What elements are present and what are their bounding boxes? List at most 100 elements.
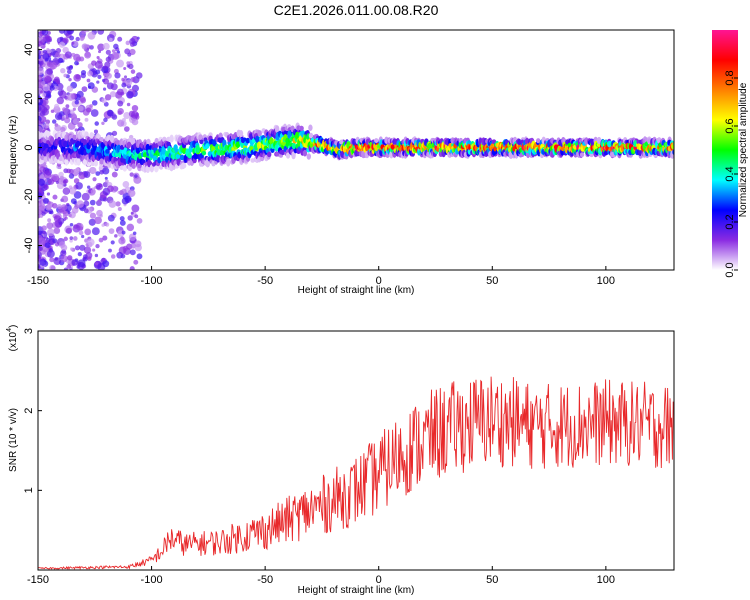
spectrogram-ridge-point [267,151,272,158]
spectrogram-ridge-point [444,139,450,146]
spectrogram-noise-point [41,211,46,216]
spectrogram-ridge-point [235,141,241,148]
spectrogram-ridge-point [115,140,121,146]
spectrogram-noise-point [131,204,140,213]
spectrogram-noise-point [52,119,57,124]
spectrogram-noise-point [72,118,80,125]
spectrogram-noise-point [127,52,132,57]
spectrogram-noise-point [75,56,82,62]
spectrogram-x-tick-label: -150 [27,275,49,287]
spectrogram-noise-point [108,200,117,208]
spectrogram-ridge-point [169,134,174,143]
colorbar-gradient [712,30,738,270]
spectrogram-noise-point [88,218,96,226]
spectrogram-noise-point [46,48,50,52]
spectrogram-ridge-point [82,158,88,166]
spectrogram-noise-point [71,206,79,214]
spectrogram-noise-point [57,204,63,210]
spectrogram-ridge-point [374,138,379,143]
spectrogram-noise-point [74,128,78,132]
spectrogram-noise-point [38,55,41,59]
spectrogram-noise-point [45,204,52,211]
spectrogram-noise-point [74,167,80,173]
spectrogram-noise-point [116,251,124,259]
spectrogram-noise-point [79,96,86,103]
spectrogram-noise-point [83,44,88,49]
spectrogram-noise-point [44,242,51,249]
spectrogram-noise-point [117,190,121,194]
spectrogram-noise-point [111,114,118,120]
svg-text:(x104): (x104) [6,325,19,352]
spectrogram-noise-point [62,180,67,184]
spectrogram-noise-point [109,91,117,98]
spectrogram-noise-point [97,43,105,51]
spectrogram-x-tick-label: -50 [257,275,273,287]
spectrogram-ridge-point [340,151,345,158]
spectrogram-noise-point [38,246,43,251]
spectrogram-noise-point [124,195,132,203]
spectrogram-x-tick-label: 50 [486,275,498,287]
spectrogram-noise-point [49,85,55,91]
spectrogram-noise-point [89,199,96,206]
spectrogram-noise-point [96,80,100,84]
spectrogram-noise-point [102,42,110,50]
spectrogram-noise-point [119,216,125,222]
spectrogram-noise-point [68,173,75,179]
spectrogram-noise-point [79,244,86,251]
snr-y-exponent-base: x10 [8,331,19,348]
spectrogram-noise-point [133,175,142,184]
spectrogram-noise-point [58,241,66,248]
spectrogram-ridge-point [72,135,77,140]
spectrogram-noise-point [38,264,41,268]
spectrogram-noise-point [114,72,121,79]
spectrogram-noise-point [97,74,102,79]
spectrogram-noise-point [121,77,125,82]
spectrogram-noise-point [60,255,68,263]
spectrogram-noise-point [60,204,68,211]
spectrogram-noise-point [89,212,97,219]
spectrogram-noise-point [80,37,84,42]
spectrogram-noise-point [105,56,112,63]
spectrogram-noise-point [42,53,50,61]
spectrogram-ridge-point [579,152,585,158]
spectrogram-y-tick-label: 20 [23,92,35,104]
spectrogram-noise-point [107,185,114,193]
spectrogram-noise-point [71,52,76,57]
spectrogram-noise-point [38,105,42,113]
spectrogram-noise-point [65,227,72,234]
snr-x-tick-label: -150 [27,574,49,586]
spectrogram-ridge-point [201,150,207,156]
spectrogram-noise-point [60,68,66,74]
spectrogram-noise-point [82,109,90,116]
spectrogram-noise-point [116,59,124,68]
spectrogram-noise-point [38,165,41,171]
spectrogram-noise-point [54,112,63,121]
spectrogram-noise-point [117,119,125,127]
spectrogram-noise-point [62,37,69,44]
spectrogram-ridge-point [131,163,136,169]
spectrogram-x-label: Height of straight line (km) [298,285,415,296]
spectrogram-noise-point [54,52,61,58]
spectrogram-noise-point [101,257,106,262]
snr-x-tick-label: -100 [141,574,163,586]
spectrogram-noise-point [121,117,126,122]
spectrogram-ridge-point [166,141,171,147]
spectrogram-noise-point [63,168,69,174]
spectrogram-noise-point [129,42,135,47]
spectrogram-noise-point [51,203,58,209]
spectrogram-noise-point [132,231,137,235]
spectrogram-ridge-point [58,156,63,162]
snr-y-ticks: 1 2 3 [23,328,42,493]
spectrogram-ridge-point [536,138,541,144]
spectrogram-ridge-point [294,131,300,140]
spectrogram-frame [37,29,675,271]
colorbar-tick-label: 0.2 [724,214,736,229]
spectrogram-noise-point [54,124,62,132]
spectrogram-noise-point [118,237,126,245]
spectrogram-noise-point [122,181,130,188]
spectrogram-noise-point [80,72,86,79]
spectrogram-ridge-point [306,153,311,160]
spectrogram-noise-point [45,168,49,172]
spectrogram-noise-point [50,109,55,113]
spectrogram-noise-point [38,49,42,56]
